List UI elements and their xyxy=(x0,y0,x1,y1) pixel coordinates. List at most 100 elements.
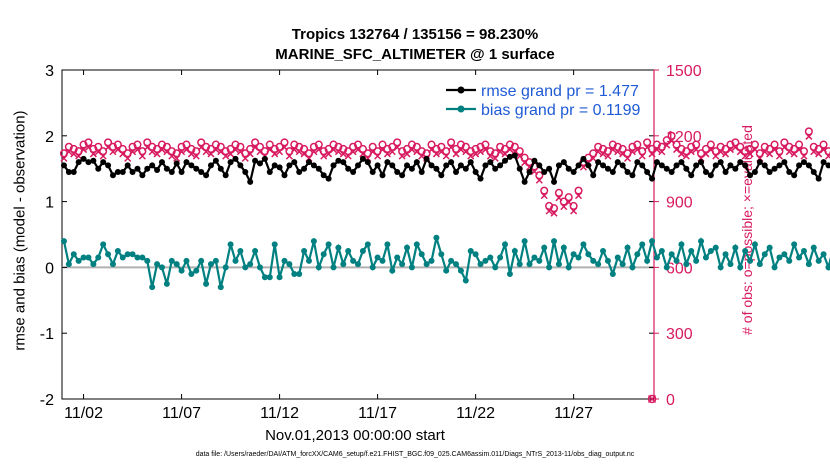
bias-point xyxy=(825,264,830,271)
legend-rmse-label: rmse grand pr = 1.477 xyxy=(481,83,639,100)
rmse-point xyxy=(75,159,82,166)
rmse-point xyxy=(492,165,499,172)
obs-evaluated-point xyxy=(467,152,475,160)
bias-point xyxy=(800,247,807,254)
obs-possible-point xyxy=(799,147,809,156)
obs-possible-point xyxy=(731,138,740,147)
bias-point xyxy=(105,251,112,258)
obs-possible-point xyxy=(427,140,436,149)
rmse-point xyxy=(139,172,146,179)
bias-point xyxy=(90,261,97,268)
obs-possible-point xyxy=(251,138,260,147)
bias-point xyxy=(756,261,763,268)
obs-evaluated-point xyxy=(222,152,230,160)
bias-point xyxy=(570,251,577,258)
obs-evaluated-point xyxy=(192,152,200,160)
bias-point xyxy=(310,238,317,245)
bias-point xyxy=(448,257,455,264)
rmse-point xyxy=(212,157,219,164)
bias-point xyxy=(428,257,435,264)
bias-point xyxy=(776,254,783,261)
bias-point xyxy=(531,254,538,261)
bias-point xyxy=(60,238,67,245)
rmse-point xyxy=(462,165,469,172)
bias-point xyxy=(291,270,298,277)
rmse-point xyxy=(335,157,342,164)
obs-evaluated-point xyxy=(550,209,558,217)
obs-evaluated-point xyxy=(472,150,480,158)
bias-point xyxy=(301,247,308,254)
rmse-point xyxy=(95,165,102,172)
bias-point xyxy=(712,244,719,251)
bias-point xyxy=(70,251,77,258)
rmse-point xyxy=(286,162,293,169)
obs-possible-point xyxy=(515,147,524,156)
bias-point xyxy=(212,257,219,264)
bias-point xyxy=(658,247,665,254)
rmse-point xyxy=(80,155,87,162)
rmse-point xyxy=(404,162,411,169)
obs-evaluated-point xyxy=(570,207,578,215)
bias-point xyxy=(109,261,116,268)
rmse-point xyxy=(296,168,303,175)
rmse-point xyxy=(727,162,734,169)
bias-point xyxy=(261,274,268,281)
bias-point xyxy=(178,267,185,274)
rmse-point xyxy=(114,168,121,175)
bias-point xyxy=(158,264,165,271)
rmse-point xyxy=(702,168,709,175)
obs-possible-point xyxy=(481,140,490,149)
obs-possible-point xyxy=(520,153,529,162)
obs-possible-point xyxy=(564,193,573,202)
rmse-point xyxy=(482,162,489,169)
obs-possible-point xyxy=(549,204,559,213)
bias-point xyxy=(247,261,254,268)
bias-point xyxy=(732,244,739,251)
rmse-point xyxy=(100,159,107,166)
rmse-point xyxy=(90,157,97,164)
bias-point xyxy=(315,264,322,271)
rmse-point xyxy=(119,168,126,175)
rmse-point xyxy=(796,162,803,169)
rmse-point xyxy=(604,165,611,172)
rmse-point xyxy=(531,157,538,164)
bias-point xyxy=(644,257,651,264)
y-left-tick-label: 0 xyxy=(45,260,54,277)
rmse-point xyxy=(639,162,646,169)
bias-point xyxy=(305,257,312,264)
bias-point xyxy=(541,244,548,251)
bias-point xyxy=(526,261,533,268)
bias-point xyxy=(252,247,259,254)
rmse-point xyxy=(781,159,788,166)
rmse-point xyxy=(810,168,817,175)
bias-point xyxy=(702,254,709,261)
rmse-point xyxy=(497,162,504,169)
rmse-point xyxy=(698,159,705,166)
rmse-point xyxy=(590,172,597,179)
bias-point xyxy=(619,261,626,268)
bias-point xyxy=(727,261,734,268)
bias-point xyxy=(595,261,602,268)
bias-point xyxy=(281,257,288,264)
obs-possible-point xyxy=(412,142,421,151)
rmse-point xyxy=(600,162,607,169)
obs-possible-point xyxy=(353,140,363,149)
bias-point xyxy=(286,261,293,268)
obs-evaluated-point xyxy=(138,152,146,160)
obs-possible-point xyxy=(358,144,367,154)
bias-point xyxy=(506,270,513,277)
obs-possible-point xyxy=(706,140,715,149)
rmse-point xyxy=(227,159,234,166)
rmse-point xyxy=(188,162,195,169)
bias-point xyxy=(271,241,278,248)
obs-possible-point xyxy=(804,127,813,136)
rmse-point xyxy=(281,172,288,179)
obs-possible-point xyxy=(236,142,245,151)
rmse-point xyxy=(394,168,401,175)
obs-possible-point xyxy=(314,140,323,149)
obs-evaluated-point xyxy=(741,152,749,160)
obs-evaluated-point xyxy=(89,150,97,158)
x-tick-label: 11/22 xyxy=(456,405,495,422)
rmse-point xyxy=(825,162,830,169)
